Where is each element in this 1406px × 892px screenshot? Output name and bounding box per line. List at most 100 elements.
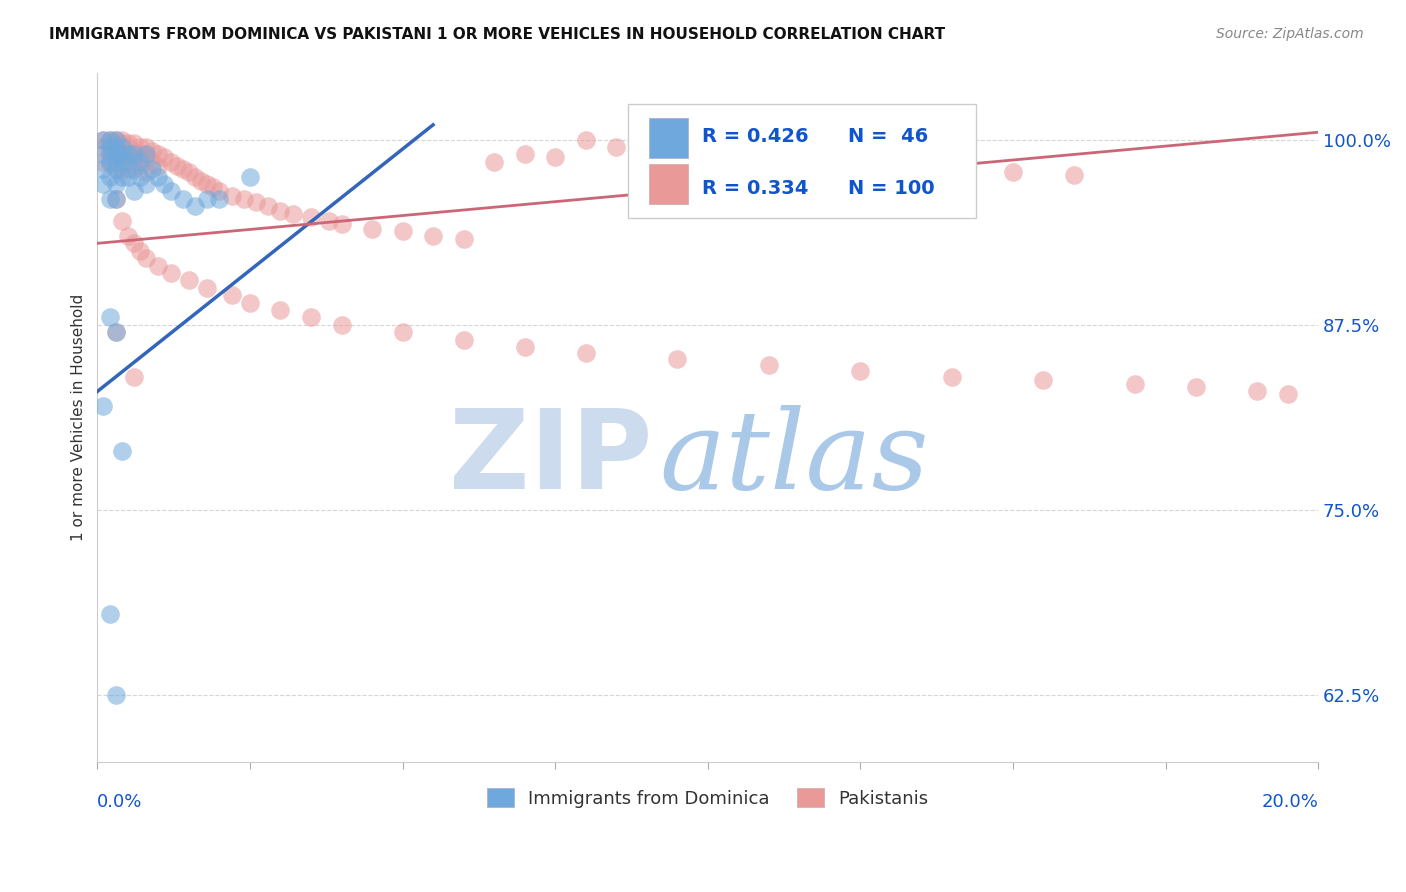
Point (111, 162, 134, 177)
Text: Source: ZipAtlas.com: Source: ZipAtlas.com (1216, 27, 1364, 41)
Point (391, 225, 413, 239)
Point (98, 140, 121, 154)
Point (135, 251, 157, 265)
Point (117, 140, 139, 154)
Point (1123, 377, 1146, 392)
Point (148, 259, 170, 273)
Point (141, 145, 163, 159)
Legend: Immigrants from Dominica, Pakistanis: Immigrants from Dominica, Pakistanis (479, 780, 936, 814)
Point (98, 147, 121, 161)
Text: N =  46: N = 46 (848, 127, 928, 146)
Point (153, 177, 176, 191)
Point (98, 607, 121, 621)
Point (98, 169, 121, 184)
Point (129, 159, 152, 173)
Point (941, 369, 963, 384)
Point (104, 192, 127, 206)
Point (93, 133, 115, 147)
Text: 0.0%: 0.0% (97, 793, 143, 811)
Point (159, 154, 181, 169)
Point (104, 147, 127, 161)
Point (666, 351, 689, 366)
Text: ZIP: ZIP (450, 405, 652, 512)
Text: atlas: atlas (659, 405, 928, 512)
Point (122, 162, 145, 177)
Point (129, 169, 152, 184)
Point (111, 169, 134, 184)
Point (98, 310, 121, 325)
Point (122, 136, 145, 150)
Point (98, 154, 121, 169)
Point (1277, 387, 1299, 401)
Point (257, 199, 280, 213)
Point (941, 162, 963, 177)
Point (122, 145, 145, 159)
Point (141, 154, 163, 169)
Point (122, 147, 145, 161)
Point (318, 214, 340, 228)
Point (1032, 373, 1054, 387)
Point (513, 147, 536, 161)
Point (361, 221, 384, 235)
Point (758, 154, 780, 169)
Point (111, 147, 134, 161)
Point (636, 145, 658, 159)
Point (239, 295, 262, 310)
Point (129, 154, 152, 169)
Point (195, 192, 218, 206)
Point (195, 177, 218, 191)
Point (666, 147, 689, 161)
Point (117, 154, 139, 169)
Point (1185, 380, 1208, 394)
Point (98, 133, 121, 147)
Point (159, 266, 181, 280)
Point (104, 140, 127, 154)
Point (184, 169, 207, 184)
Point (104, 162, 127, 177)
Point (221, 288, 243, 302)
Point (135, 177, 157, 191)
Point (104, 688, 127, 702)
Point (148, 169, 170, 184)
Point (1246, 384, 1268, 399)
Point (93, 133, 115, 147)
Point (111, 133, 134, 147)
Point (849, 364, 872, 378)
Point (482, 154, 505, 169)
Point (117, 169, 139, 184)
Point (818, 158, 841, 172)
Point (208, 185, 231, 199)
Point (104, 133, 127, 147)
Point (453, 333, 475, 347)
Point (93, 154, 115, 169)
Point (245, 194, 267, 209)
Bar (650, 118, 688, 158)
Point (98, 192, 121, 206)
Point (98, 140, 121, 154)
Point (159, 185, 181, 199)
Point (104, 140, 127, 154)
Point (122, 369, 145, 384)
Point (330, 217, 353, 231)
Point (575, 346, 598, 360)
Point (195, 281, 218, 295)
Point (111, 154, 134, 169)
Point (117, 147, 139, 161)
Point (605, 140, 627, 154)
Point (104, 325, 127, 339)
Point (208, 192, 231, 206)
Point (135, 140, 157, 154)
Point (513, 340, 536, 354)
Point (93, 177, 115, 191)
Point (104, 177, 127, 191)
Text: R = 0.334: R = 0.334 (702, 178, 808, 197)
Y-axis label: 1 or more Vehicles in Household: 1 or more Vehicles in Household (72, 293, 86, 541)
Point (98, 136, 121, 150)
Point (117, 162, 139, 177)
Point (93, 140, 115, 154)
FancyBboxPatch shape (628, 104, 976, 218)
Point (98, 154, 121, 169)
Point (391, 325, 413, 339)
Point (453, 232, 475, 246)
Point (111, 214, 134, 228)
